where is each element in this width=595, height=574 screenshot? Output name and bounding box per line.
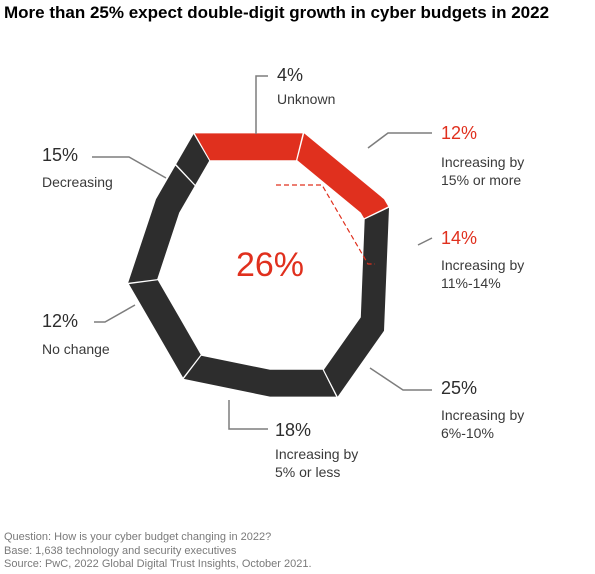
- segment-category-label-5: No change: [42, 341, 110, 357]
- chart-title: More than 25% expect double-digit growth…: [4, 3, 550, 22]
- segment-5: [129, 280, 201, 378]
- leader-lines-group: [92, 75, 433, 430]
- segment-category-label-2: Increasing by: [441, 257, 524, 273]
- segment-category-label-4: 5% or less: [275, 464, 340, 480]
- leader-line-3: [369, 367, 432, 391]
- center-value-label: 26%: [236, 246, 304, 284]
- segment-labels-group: 12% Increasing by 15% or more 14% Increasing…: [42, 65, 524, 480]
- segment-2: [297, 133, 389, 219]
- segment-category-label-3: 6%-10%: [441, 425, 494, 441]
- segment-category-label-2: 11%-14%: [441, 275, 501, 291]
- segment-3: [323, 207, 389, 397]
- segment-value-label-6: 15%: [42, 145, 78, 165]
- highlight-bracket: [276, 184, 375, 265]
- segment-value-label-7: 4%: [277, 65, 303, 85]
- segment-category-label-4: Increasing by: [275, 446, 358, 462]
- segment-value-label-4: 18%: [275, 420, 311, 440]
- segment-value-label-3: 25%: [441, 378, 477, 398]
- segment-category-label-3: Increasing by: [441, 407, 524, 423]
- leader-line-6: [92, 156, 167, 179]
- question-note: Question: How is your cyber budget chang…: [4, 531, 272, 543]
- segment-7: [176, 134, 210, 185]
- footnotes: Question: How is your cyber budget chang…: [4, 531, 312, 572]
- leader-line-1: [367, 132, 432, 149]
- segment-4: [183, 355, 337, 397]
- segment-category-label-1: Increasing by: [441, 154, 524, 170]
- segment-value-label-2: 14%: [441, 228, 477, 248]
- segment-6: [128, 165, 195, 283]
- leader-line-2: [417, 237, 433, 246]
- leader-line-4: [228, 400, 268, 430]
- leader-line-5: [94, 304, 136, 323]
- segments-group: [128, 133, 389, 397]
- segment-category-label-6: Decreasing: [42, 174, 113, 190]
- segment-category-label-1: 15% or more: [441, 172, 521, 188]
- leader-line-7: [255, 75, 268, 134]
- base-note: Base: 1,638 technology and security exec…: [4, 544, 237, 557]
- segment-1: [194, 133, 303, 161]
- source-note: Source: PwC, 2022 Global Digital Trust I…: [4, 558, 312, 570]
- segment-value-label-5: 12%: [42, 311, 78, 331]
- segment-category-label-7: Unknown: [277, 91, 335, 107]
- segment-value-label-1: 12%: [441, 123, 477, 143]
